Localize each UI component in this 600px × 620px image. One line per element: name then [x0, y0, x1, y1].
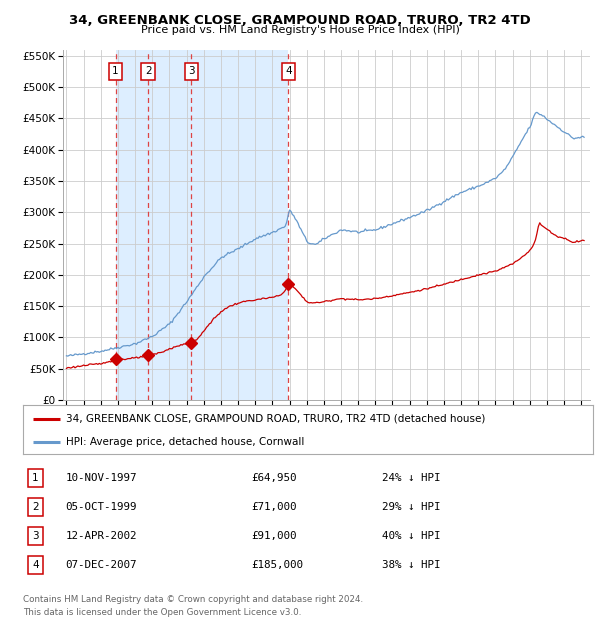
Text: 12-APR-2002: 12-APR-2002 [65, 531, 137, 541]
Text: 05-OCT-1999: 05-OCT-1999 [65, 502, 137, 512]
Text: 4: 4 [32, 560, 38, 570]
Text: 29% ↓ HPI: 29% ↓ HPI [382, 502, 440, 512]
Text: 2: 2 [32, 502, 38, 512]
Text: £185,000: £185,000 [251, 560, 303, 570]
Bar [116, 50, 289, 400]
Text: 2: 2 [145, 66, 151, 76]
Text: 3: 3 [32, 531, 38, 541]
Text: This data is licensed under the Open Government Licence v3.0.: This data is licensed under the Open Gov… [23, 608, 301, 617]
Text: 3: 3 [188, 66, 194, 76]
Text: 38% ↓ HPI: 38% ↓ HPI [382, 560, 440, 570]
Text: 40% ↓ HPI: 40% ↓ HPI [382, 531, 440, 541]
Text: 4: 4 [285, 66, 292, 76]
Text: 34, GREENBANK CLOSE, GRAMPOUND ROAD, TRURO, TR2 4TD (detached house): 34, GREENBANK CLOSE, GRAMPOUND ROAD, TRU… [65, 414, 485, 423]
Text: Contains HM Land Registry data © Crown copyright and database right 2024.: Contains HM Land Registry data © Crown c… [23, 595, 363, 604]
Text: 1: 1 [112, 66, 119, 76]
Text: 1: 1 [32, 473, 38, 483]
Text: Price paid vs. HM Land Registry's House Price Index (HPI): Price paid vs. HM Land Registry's House … [140, 25, 460, 35]
Text: 24% ↓ HPI: 24% ↓ HPI [382, 473, 440, 483]
Text: £71,000: £71,000 [251, 502, 296, 512]
Text: 07-DEC-2007: 07-DEC-2007 [65, 560, 137, 570]
Text: £91,000: £91,000 [251, 531, 296, 541]
Text: 34, GREENBANK CLOSE, GRAMPOUND ROAD, TRURO, TR2 4TD: 34, GREENBANK CLOSE, GRAMPOUND ROAD, TRU… [69, 14, 531, 27]
Text: £64,950: £64,950 [251, 473, 296, 483]
Text: HPI: Average price, detached house, Cornwall: HPI: Average price, detached house, Corn… [65, 436, 304, 447]
Text: 10-NOV-1997: 10-NOV-1997 [65, 473, 137, 483]
